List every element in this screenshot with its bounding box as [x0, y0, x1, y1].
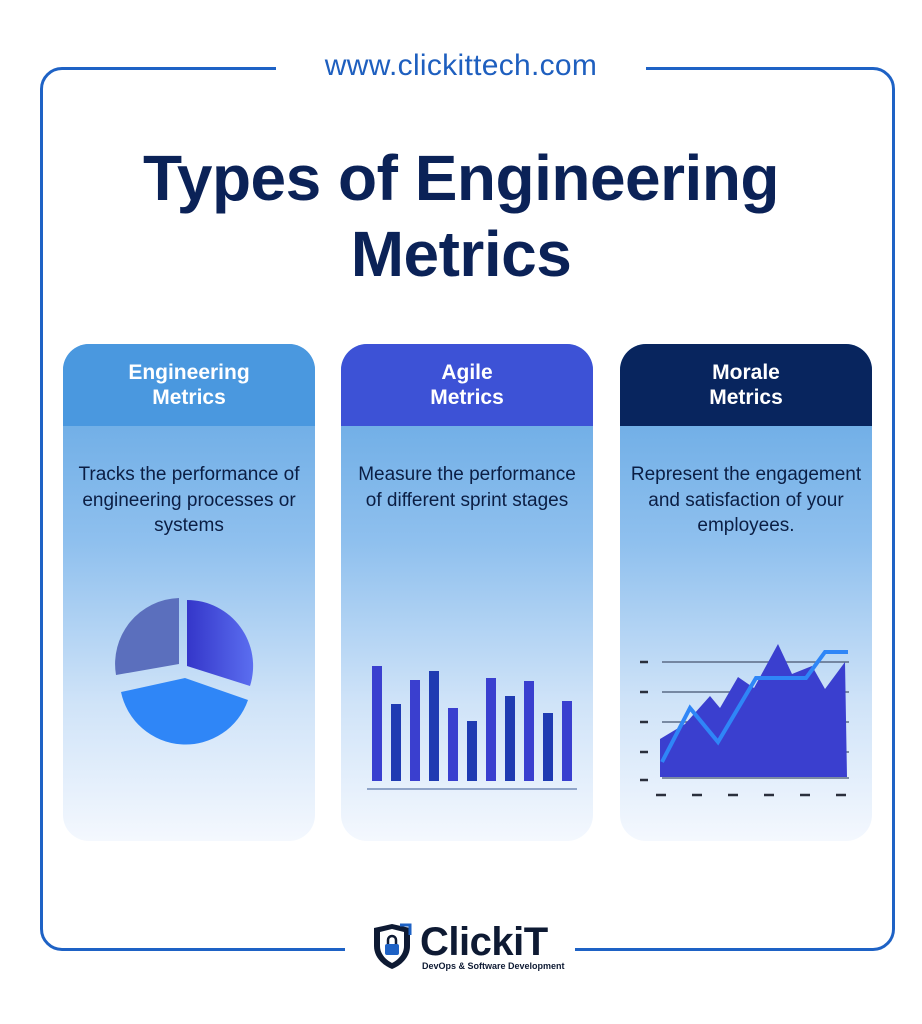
- card-description: Measure the performance of different spr…: [358, 464, 576, 511]
- bar-icon-bar: [448, 708, 458, 781]
- engineering-metrics-card: Engineering Metrics Tracks the performan…: [63, 344, 315, 841]
- card-description: Represent the engagement and satisfactio…: [630, 464, 862, 536]
- card-heading-line-1: Agile: [441, 361, 493, 384]
- card-heading: Engineering Metrics: [63, 344, 315, 426]
- title-line-2: Metrics: [350, 218, 572, 290]
- shield-lock-icon: [374, 923, 412, 969]
- bar-icon-bar: [505, 696, 515, 781]
- bar-icon-bar: [410, 680, 420, 781]
- bar-icon-bar: [372, 666, 382, 781]
- site-url[interactable]: www.clickittech.com: [276, 44, 646, 88]
- pie-slice-right: [187, 599, 254, 686]
- bar-icon-bar: [486, 678, 496, 781]
- bar-chart-icon: [367, 666, 577, 790]
- card-heading: Morale Metrics: [620, 344, 872, 426]
- logo-tagline: DevOps & Software Development: [422, 961, 565, 971]
- agile-metrics-card: Agile Metrics Measure the performance of…: [341, 344, 593, 841]
- bar-icon-bar: [562, 701, 572, 781]
- page-title: Types of Engineering Metrics: [40, 140, 882, 292]
- morale-metrics-card: Morale Metrics Represent the engagement …: [620, 344, 872, 841]
- logo-wordmark: ClickiT: [420, 920, 548, 964]
- card-description: Tracks the performance of engineering pr…: [78, 464, 300, 536]
- clickit-logo[interactable]: ClickiT DevOps & Software Development: [370, 918, 565, 974]
- card-heading-line-2: Metrics: [709, 386, 783, 409]
- card-heading-line-2: Metrics: [430, 386, 504, 409]
- bar-icon-bar: [543, 713, 553, 781]
- card-heading-line-2: Metrics: [152, 386, 226, 409]
- bar-icon-bar: [391, 704, 401, 781]
- bar-icon-bar: [467, 721, 477, 781]
- pie-slice-bottom: [121, 678, 248, 745]
- pie-slice-left: [115, 598, 179, 675]
- card-heading-line-1: Morale: [712, 361, 780, 384]
- card-heading-line-1: Engineering: [128, 361, 250, 384]
- pie-chart-icon: [115, 598, 254, 745]
- area-line-chart-icon: [640, 644, 849, 797]
- trend-line: [660, 650, 848, 763]
- bar-icon-bar: [429, 671, 439, 781]
- bar-icon-bar: [524, 681, 534, 781]
- card-heading: Agile Metrics: [341, 344, 593, 426]
- title-line-1: Types of Engineering: [143, 142, 780, 214]
